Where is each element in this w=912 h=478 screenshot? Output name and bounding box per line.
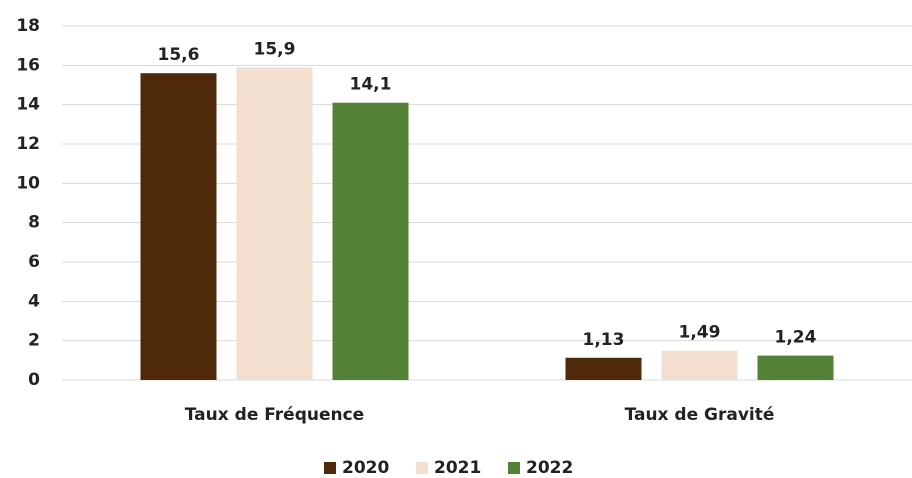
bar xyxy=(140,73,217,380)
y-tick-label: 14 xyxy=(16,95,40,115)
bar xyxy=(236,67,313,381)
y-tick-label: 16 xyxy=(16,55,40,75)
legend-swatch xyxy=(508,462,520,474)
bar xyxy=(661,350,738,380)
bar xyxy=(565,357,642,380)
data-label: 15,6 xyxy=(158,45,200,65)
data-label: 15,9 xyxy=(254,39,296,59)
y-tick-label: 12 xyxy=(16,134,40,154)
y-tick-label: 4 xyxy=(28,291,40,311)
y-tick-label: 6 xyxy=(28,252,40,272)
y-tick-label: 8 xyxy=(28,213,40,233)
data-label: 14,1 xyxy=(350,75,392,95)
bar xyxy=(332,102,409,380)
legend-label: 2022 xyxy=(526,458,573,478)
legend-swatch xyxy=(416,462,428,474)
legend-swatch xyxy=(324,462,336,474)
data-label: 1,13 xyxy=(583,330,625,350)
x-tick-label: Taux de Fréquence xyxy=(185,405,364,425)
y-tick-label: 18 xyxy=(16,16,40,36)
y-tick-label: 2 xyxy=(28,331,40,351)
bar xyxy=(757,355,834,380)
data-label: 1,49 xyxy=(679,323,721,343)
legend-label: 2020 xyxy=(342,458,389,478)
y-tick-label: 0 xyxy=(28,370,40,390)
data-label: 1,24 xyxy=(775,328,817,348)
y-tick-label: 10 xyxy=(16,173,40,193)
x-tick-label: Taux de Gravité xyxy=(625,405,775,425)
legend-label: 2021 xyxy=(434,458,481,478)
